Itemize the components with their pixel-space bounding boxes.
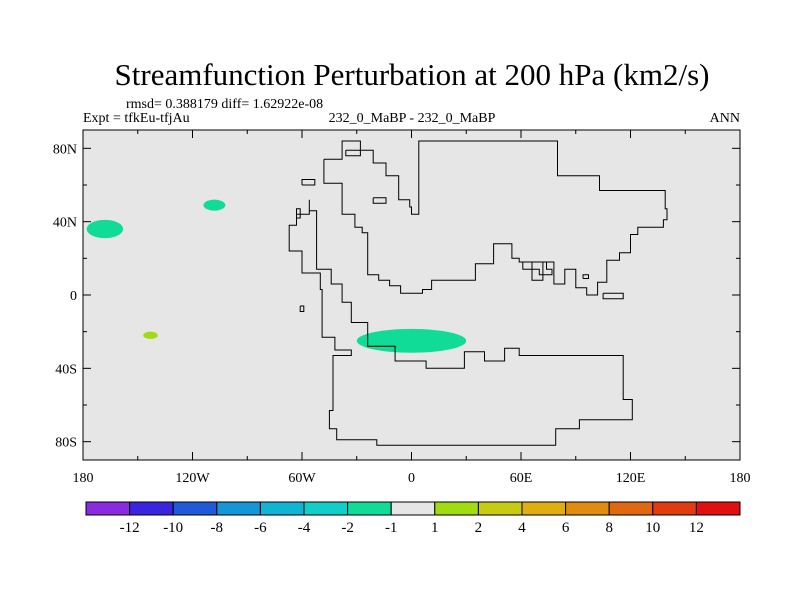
colorbar-swatch-1 — [129, 501, 174, 516]
x-tick-label-4: 60E — [510, 471, 533, 486]
colorbar-swatch-2 — [172, 501, 218, 516]
coastline-4 — [299, 305, 305, 312]
colorbar-label-11: 8 — [605, 520, 613, 536]
x-tick-label-6: 180 — [730, 471, 751, 486]
stats-label: rmsd= 0.388179 diff= 1.62922e-08 — [126, 97, 323, 112]
x-tick-label-0: 180 — [73, 471, 94, 486]
anomaly-region-0 — [86, 219, 124, 239]
x-tick-label-1: 120W — [175, 471, 210, 486]
colorbar-label-1: -10 — [163, 520, 183, 536]
coastline-8 — [582, 274, 589, 279]
colorbar-swatch-11 — [565, 501, 610, 516]
x-tick-label-3: 0 — [408, 471, 415, 486]
colorbar-swatch-3 — [216, 501, 261, 516]
anomaly-region-2 — [143, 331, 158, 340]
colorbar: -12 -10 -8 -6 -4 -2 -1 1 2 4 6 8 10 12 — [85, 501, 741, 536]
y-tick-label-1: 40N — [53, 216, 77, 231]
colorbar-label-5: -2 — [341, 520, 354, 536]
colorbar-swatch-13 — [652, 501, 697, 516]
coastline-2 — [301, 179, 316, 186]
colorbar-swatch-6 — [347, 501, 392, 516]
y-tick-label-4: 80S — [55, 436, 77, 451]
colorbar-label-2: -8 — [211, 520, 224, 536]
colorbar-label-0: -12 — [120, 520, 140, 536]
coastline-0 — [323, 140, 668, 296]
colorbar-label-10: 6 — [562, 520, 570, 536]
coastline-9 — [602, 292, 624, 300]
experiment-label: Expt = tfkEu-tfjAu — [83, 111, 190, 126]
colorbar-label-9: 4 — [518, 520, 526, 536]
colorbar-label-8: 2 — [475, 520, 483, 536]
y-tick-label-3: 40S — [55, 362, 77, 377]
colorbar-swatch-10 — [521, 501, 567, 516]
colorbar-label-7: 1 — [431, 520, 439, 536]
colorbar-swatch-5 — [303, 501, 349, 516]
coastline-1 — [288, 199, 633, 446]
colorbar-label-13: 12 — [689, 520, 704, 536]
x-tick-label-2: 60W — [288, 471, 316, 486]
colorbar-label-3: -6 — [254, 520, 267, 536]
colorbar-label-6: -1 — [385, 520, 398, 536]
colorbar-swatch-9 — [477, 501, 523, 516]
colorbar-label-4: -4 — [298, 520, 311, 536]
coastline-6 — [372, 197, 387, 204]
colorbar-swatch-14 — [695, 501, 741, 516]
colorbar-swatch-7 — [390, 501, 436, 516]
map-background — [83, 130, 740, 460]
coastline-7 — [522, 261, 553, 276]
chart-title: Streamfunction Perturbation at 200 hPa (… — [115, 57, 710, 92]
y-tick-label-0: 80N — [53, 142, 77, 157]
case-label: 232_0_MaBP - 232_0_MaBP — [329, 111, 496, 126]
anomaly-region-1 — [203, 199, 226, 211]
x-tick-label-5: 120E — [616, 471, 646, 486]
coastlines — [288, 140, 668, 446]
season-label: ANN — [710, 111, 740, 126]
colorbar-label-12: 10 — [645, 520, 660, 536]
colorbar-swatch-0 — [85, 501, 131, 516]
colorbar-swatch-4 — [259, 501, 305, 516]
y-tick-label-2: 0 — [70, 289, 77, 304]
colorbar-swatch-8 — [434, 501, 479, 516]
anomaly-region-3 — [356, 328, 467, 353]
colorbar-swatch-12 — [608, 501, 654, 516]
coastline-5 — [345, 149, 361, 157]
y-axis: 80N 40N 0 40S 80S — [53, 142, 740, 451]
coastline-3 — [296, 208, 301, 219]
x-axis: 180 120W 60W 0 60E 120E 180 — [73, 130, 751, 486]
